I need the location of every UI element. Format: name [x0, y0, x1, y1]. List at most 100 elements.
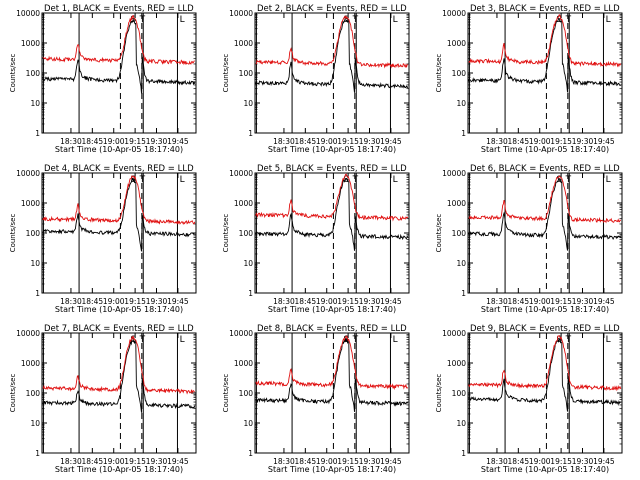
x-tick-label: 19:30	[572, 137, 594, 146]
x-tick-label: 19:15	[550, 297, 572, 306]
x-tick-label: 19:45	[380, 297, 402, 306]
x-tick-label: 19:45	[167, 297, 189, 306]
y-tick-label: 1000	[234, 359, 253, 368]
panel-title: Det 9, BLACK = Events, RED = LLD	[470, 324, 620, 334]
x-tick-label: 18:30	[273, 137, 295, 146]
series-events	[255, 18, 409, 93]
y-tick-label: 100	[26, 69, 41, 78]
plot-frame	[254, 332, 410, 454]
flag-l: L	[606, 335, 611, 345]
flag-t: T	[352, 335, 359, 345]
panel-title: Det 7, BLACK = Events, RED = LLD	[44, 324, 194, 334]
x-tick-label: 19:30	[146, 457, 168, 466]
x-tick-label: 19:00	[316, 457, 338, 466]
x-tick-label: 18:45	[508, 457, 530, 466]
x-tick-label: 18:45	[508, 137, 530, 146]
flag-t: T	[565, 335, 572, 345]
series-lld	[255, 15, 409, 69]
flag-t: T	[139, 335, 146, 345]
x-tick-label: 19:15	[550, 457, 572, 466]
series-lld	[42, 14, 195, 66]
y-tick-label: 10000	[229, 9, 253, 18]
panel-title: Det 8, BLACK = Events, RED = LLD	[257, 324, 407, 334]
x-tick-label: 18:30	[60, 297, 82, 306]
series-events	[468, 178, 622, 251]
plot-frame	[467, 12, 623, 134]
y-tick-label: 10	[243, 419, 253, 428]
flag-t: T	[565, 175, 572, 185]
x-tick-label: 19:30	[146, 297, 168, 306]
flag-l: L	[606, 175, 611, 185]
y-tick-label: 1	[461, 449, 466, 458]
x-tick-label: 19:15	[124, 457, 146, 466]
x-tick-label: 19:30	[359, 137, 381, 146]
x-tick-label: 19:00	[529, 137, 551, 146]
x-tick-label: 19:15	[337, 297, 359, 306]
y-tick-label: 100	[26, 389, 41, 398]
y-tick-label: 1	[461, 289, 466, 298]
y-tick-label: 10	[30, 99, 40, 108]
y-tick-label: 1000	[21, 199, 40, 208]
series-events	[468, 337, 622, 412]
y-tick-label: 1000	[21, 359, 40, 368]
x-tick-label: 19:30	[146, 137, 168, 146]
x-axis-label: Start Time (10-Apr-05 18:17:40)	[481, 465, 609, 474]
y-tick-label: 1	[461, 129, 466, 138]
y-tick-label: 1000	[447, 359, 466, 368]
y-axis-label: Counts/sec	[9, 214, 17, 253]
panel-title: Det 4, BLACK = Events, RED = LLD	[44, 164, 194, 174]
x-axis-label: Start Time (10-Apr-05 18:17:40)	[55, 145, 183, 154]
y-tick-label: 1	[35, 289, 40, 298]
panel-title: Det 1, BLACK = Events, RED = LLD	[44, 4, 194, 14]
flag-l: L	[393, 335, 398, 345]
flag-l: L	[180, 335, 185, 345]
y-axis-label: Counts/sec	[222, 374, 230, 413]
x-tick-label: 18:45	[295, 297, 317, 306]
panel-title: Det 3, BLACK = Events, RED = LLD	[470, 4, 620, 14]
series-lld	[468, 14, 622, 68]
series-lld	[468, 334, 622, 392]
y-tick-label: 1000	[234, 199, 253, 208]
x-tick-label: 18:30	[486, 297, 508, 306]
y-axis-label: Counts/sec	[222, 214, 230, 253]
x-tick-label: 18:45	[82, 297, 104, 306]
x-tick-label: 19:30	[572, 297, 594, 306]
flag-l: L	[180, 15, 185, 25]
series-events	[42, 177, 195, 252]
plot-frame	[41, 12, 197, 134]
y-tick-label: 10000	[442, 169, 466, 178]
y-tick-label: 10000	[229, 329, 253, 338]
x-tick-label: 19:45	[593, 137, 615, 146]
series-events	[255, 338, 409, 412]
y-tick-label: 10000	[16, 329, 40, 338]
y-tick-label: 1	[35, 449, 40, 458]
x-tick-label: 19:45	[380, 457, 402, 466]
y-axis-label: Counts/sec	[9, 374, 17, 413]
y-tick-label: 100	[239, 69, 254, 78]
x-tick-label: 19:15	[337, 457, 359, 466]
x-tick-label: 19:00	[103, 457, 125, 466]
plot-frame	[254, 172, 410, 294]
y-tick-label: 10	[30, 259, 40, 268]
y-tick-label: 100	[239, 389, 254, 398]
x-axis-label: Start Time (10-Apr-05 18:17:40)	[55, 305, 183, 314]
x-tick-label: 19:30	[359, 297, 381, 306]
x-tick-label: 19:45	[593, 457, 615, 466]
series-events	[255, 177, 409, 251]
x-tick-label: 18:30	[60, 457, 82, 466]
y-tick-label: 1000	[447, 39, 466, 48]
x-tick-label: 19:00	[316, 137, 338, 146]
x-axis-label: Start Time (10-Apr-05 18:17:40)	[268, 465, 396, 474]
x-tick-label: 19:45	[167, 457, 189, 466]
x-axis-label: Start Time (10-Apr-05 18:17:40)	[481, 145, 609, 154]
flag-t: T	[565, 15, 572, 25]
series-lld	[42, 175, 196, 226]
x-tick-label: 18:45	[295, 137, 317, 146]
x-tick-label: 19:45	[167, 137, 189, 146]
